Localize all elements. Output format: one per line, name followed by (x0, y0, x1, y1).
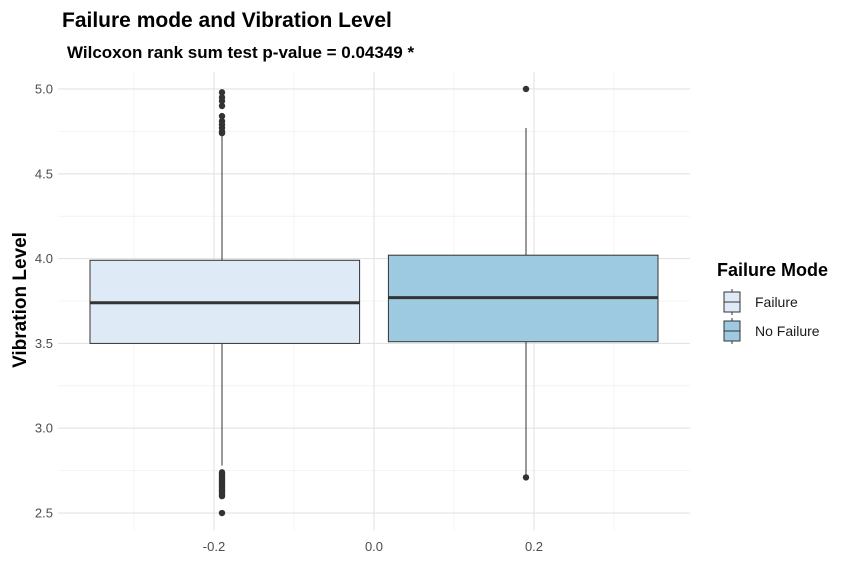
outlier-point (218, 509, 226, 517)
chart-title: Failure mode and Vibration Level (62, 9, 392, 32)
outlier-point (218, 94, 226, 101)
y-tick-label: 4.5 (35, 166, 53, 181)
y-tick-label: 3.0 (35, 421, 53, 436)
x-tick-label: 0.2 (525, 539, 543, 554)
outlier-point (218, 112, 226, 120)
legend-item-failure: Failure (723, 289, 798, 315)
y-tick-label: 3.5 (35, 336, 53, 351)
x-tick-label: 0.0 (365, 539, 383, 554)
outlier-point (218, 469, 226, 476)
y-tick-label: 5.0 (35, 81, 53, 96)
x-axis-ticks: -0.2 0.0 0.2 (203, 539, 543, 554)
y-tick-label: 4.0 (35, 251, 53, 266)
boxes (89, 85, 659, 517)
box-failure (89, 89, 361, 517)
box-no-failure (387, 85, 659, 481)
y-axis-ticks: 2.5 3.0 3.5 4.0 4.5 5.0 (35, 81, 53, 520)
x-tick-label: -0.2 (203, 539, 225, 554)
outlier-point (522, 474, 530, 481)
legend-item-no-failure: No Failure (723, 318, 820, 344)
y-axis-title: Vibration Level (10, 232, 31, 368)
y-tick-label: 2.5 (35, 506, 53, 521)
legend-label: No Failure (755, 323, 820, 339)
chart-subtitle: Wilcoxon rank sum test p-value = 0.04349… (67, 43, 414, 62)
outlier-point (218, 89, 226, 96)
outlier-point (218, 102, 226, 110)
legend-label: Failure (755, 294, 798, 310)
outlier-point (522, 85, 530, 93)
legend: Failure Mode Failure No Failure (717, 260, 828, 344)
legend-title: Failure Mode (717, 260, 828, 280)
outlier-point (218, 117, 226, 125)
